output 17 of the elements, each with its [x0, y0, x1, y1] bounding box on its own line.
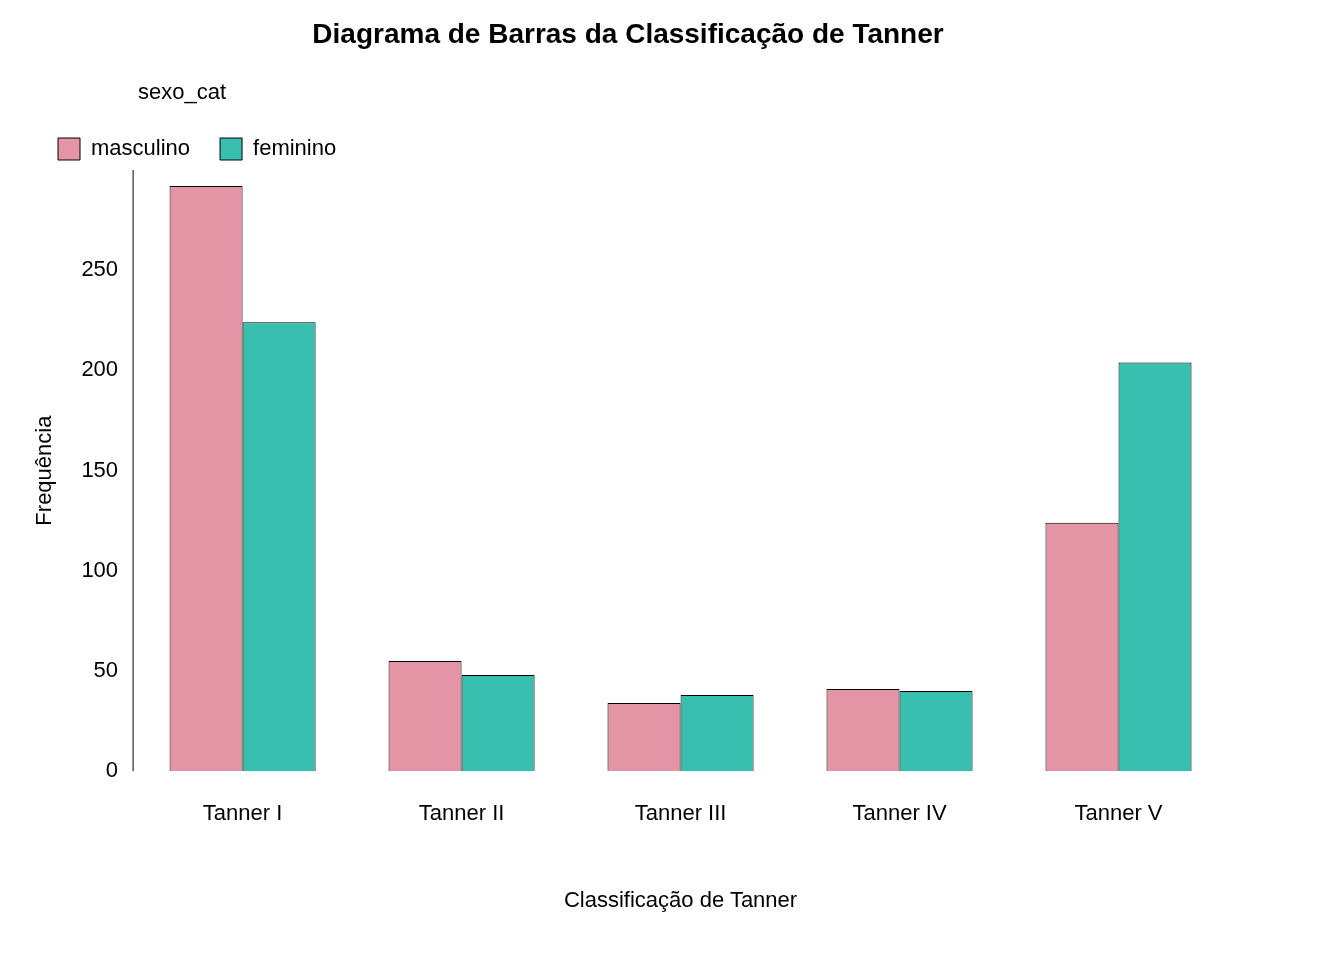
y-tick-label: 0 [105, 757, 119, 783]
y-axis-title: Frequência [31, 414, 57, 526]
legend-label: masculino [91, 135, 191, 161]
y-tick-label: 200 [81, 356, 119, 382]
legend-title: sexo_cat [138, 78, 227, 104]
y-tick-label: 250 [81, 256, 119, 282]
y-tick-label: 50 [93, 657, 119, 683]
legend-label: feminino [253, 135, 337, 161]
x-axis-title: Classificação de Tanner [563, 886, 798, 912]
x-tick-label: Tanner III [634, 800, 727, 826]
x-tick-label: Tanner II [418, 800, 505, 826]
x-tick-label: Tanner IV [852, 800, 947, 826]
x-tick-label: Tanner V [1074, 800, 1163, 826]
x-tick-label: Tanner I [202, 800, 283, 826]
chart-title: Diagrama de Barras da Classificação de Tanner [312, 17, 944, 49]
y-tick-label: 150 [81, 456, 119, 482]
y-tick-label: 100 [81, 556, 119, 582]
